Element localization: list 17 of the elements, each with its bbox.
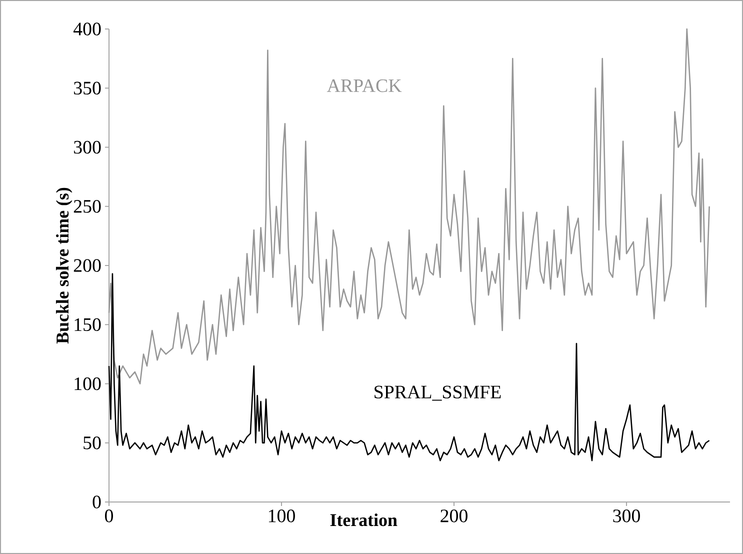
x-axis-title: Iteration (330, 513, 398, 526)
x-tick-label: 300 (613, 510, 640, 522)
x-tick-label: 100 (268, 510, 295, 522)
y-tick-label: 250 (74, 200, 101, 213)
y-tick-label: 50 (84, 436, 101, 450)
x-tick-label: 200 (440, 510, 468, 522)
series-label: SPRAL_SSMFE (374, 386, 501, 401)
y-tick-label: 300 (74, 140, 101, 154)
y-tick-label: 400 (73, 22, 101, 36)
y-tick-label: 350 (74, 82, 101, 95)
y-tick-label: 100 (74, 377, 101, 390)
x-tick-label: 0 (104, 510, 114, 522)
y-tick-label: 150 (74, 318, 101, 331)
y-axis-title: Buckle solve time (s) (56, 188, 72, 344)
text: ARPACK (326, 79, 402, 92)
y-tick-label: 0 (92, 496, 101, 508)
y-tick-label: 200 (74, 259, 101, 272)
